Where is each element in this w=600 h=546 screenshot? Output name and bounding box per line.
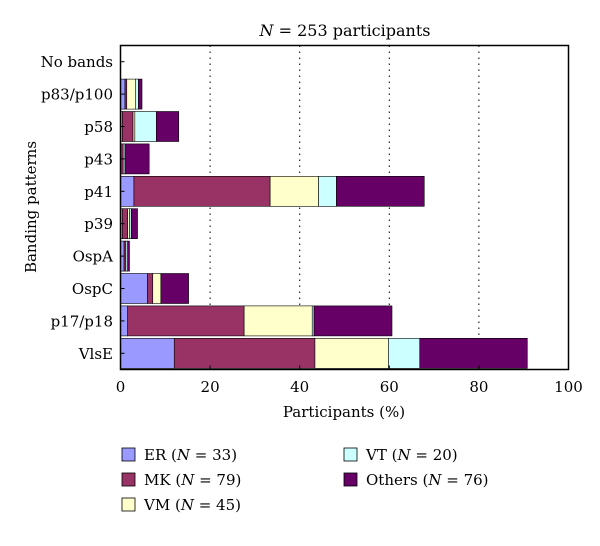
legend-swatch-others — [343, 472, 358, 487]
legend-label-vm: VM (N = 45) — [143, 496, 241, 514]
y-axis-ticks: No bands p83/p100 p58 p43 p41 p39 OspA OspC p17/… — [41, 53, 125, 363]
bar-others-p83-p100 — [138, 78, 143, 110]
bar-others-p58 — [156, 111, 180, 142]
y-tick-label: OspA — [73, 248, 114, 266]
bar-vm-ospc — [152, 273, 162, 304]
bar-mk-p41 — [133, 176, 271, 207]
bar-vm-p83-p100 — [126, 78, 137, 110]
bar-others-vlse — [419, 337, 528, 369]
chart-title-n: N — [259, 21, 275, 40]
bar-mk-vlse — [173, 337, 316, 369]
x-axis-label: Participants (%) — [283, 403, 405, 421]
y-tick-label: No bands — [41, 53, 113, 71]
x-tick-label: 60 — [380, 378, 399, 396]
legend-label-vt: VT (N = 20) — [365, 446, 458, 464]
y-tick-label: p41 — [84, 183, 113, 201]
legend-swatch-vm — [121, 497, 136, 512]
bar-others-p39 — [130, 208, 138, 239]
bar-vt-p83-p100 — [135, 78, 139, 110]
legend-label-mk: MK (N = 79) — [144, 471, 241, 489]
bar-er-vlse — [120, 337, 175, 369]
x-tick-label: 80 — [469, 378, 488, 396]
bar-others-p43 — [124, 143, 150, 175]
bar-vt-vlse — [388, 337, 421, 369]
chart-title: N = 253 participants — [259, 21, 431, 40]
legend-swatch-mk — [121, 472, 136, 487]
bar-vt-p41 — [318, 176, 337, 207]
legend-swatch-er — [121, 447, 136, 462]
bar-er-ospc — [120, 273, 148, 304]
y-tick-label: OspC — [72, 280, 113, 298]
y-tick-label: p39 — [84, 215, 113, 233]
chart-title-text: = 253 participants — [274, 21, 431, 40]
legend-label-er: ER (N = 33) — [144, 446, 237, 464]
bar-others-ospc — [160, 273, 189, 304]
legend-label-others: Others (N = 76) — [366, 471, 489, 489]
y-tick-label: VlsE — [78, 345, 113, 363]
x-axis-ticks: 0 20 40 60 80 100 — [116, 365, 583, 396]
y-tick-label: p58 — [84, 118, 113, 136]
bar-vm-p17-p18 — [243, 305, 313, 337]
y-tick-label: p43 — [84, 150, 113, 168]
bar-mk-p17-p18 — [127, 305, 245, 337]
bar-vm-vlse — [314, 337, 389, 369]
x-tick-label: 20 — [201, 378, 220, 396]
legend-swatch-vt — [343, 447, 358, 462]
bar-others-p17-p18 — [313, 305, 393, 337]
bar-vt-p58 — [134, 111, 157, 142]
bar-others-ospa — [127, 240, 130, 272]
bar-vm-p41 — [269, 176, 319, 207]
bars — [120, 78, 528, 369]
plot-frame — [119, 44, 570, 371]
x-tick-label: 0 — [116, 378, 126, 396]
bar-others-p41 — [336, 176, 425, 207]
y-tick-label: p83/p100 — [41, 86, 113, 104]
bar-mk-ospc — [147, 273, 154, 304]
x-tick-label: 40 — [290, 378, 309, 396]
y-axis-label: Banding patterns — [22, 141, 40, 273]
x-tick-label: 100 — [554, 378, 583, 396]
legend: ER (N = 33) MK (N = 79) VM (N = 45) VT (N =… — [121, 446, 489, 514]
y-tick-label: p17/p18 — [51, 312, 113, 330]
